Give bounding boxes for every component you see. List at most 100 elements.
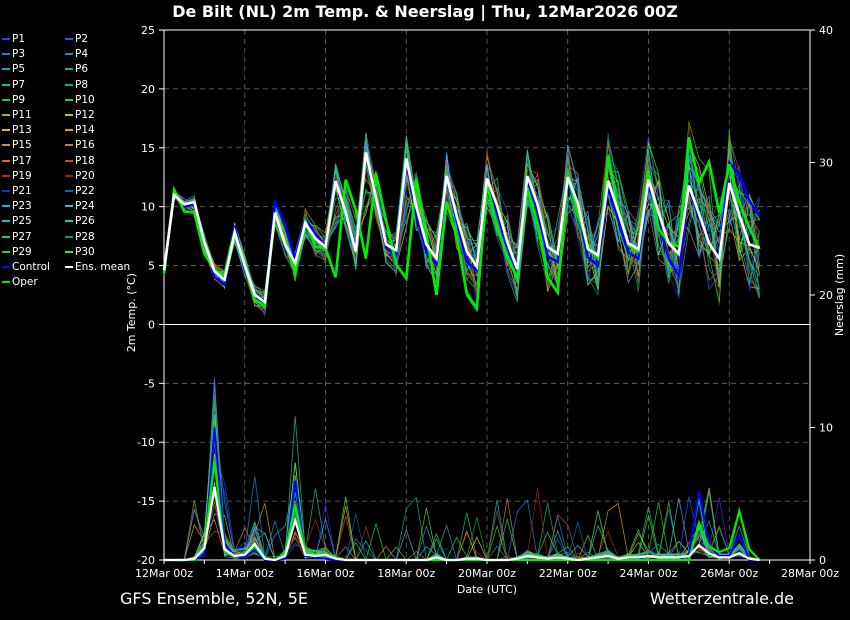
y2-tick-label: 10 [819, 422, 833, 435]
legend-item: P23 [2, 200, 32, 212]
x-tick-label: 16Mar 00z [296, 567, 354, 580]
legend-swatch [2, 174, 10, 177]
legend-swatch [2, 98, 10, 101]
legend-swatch [65, 114, 73, 116]
legend-swatch [65, 129, 73, 132]
legend-item: P19 [2, 170, 32, 182]
legend-swatch [2, 144, 10, 147]
legend-label: P18 [75, 154, 95, 167]
legend-swatch [65, 266, 73, 268]
legend-item: P11 [2, 109, 32, 121]
legend-swatch [2, 266, 10, 268]
legend-swatch [65, 220, 73, 223]
y-tick-label: 5 [148, 260, 155, 273]
legend-swatch [65, 190, 73, 192]
legend-swatch [65, 250, 73, 253]
legend-swatch [2, 220, 10, 223]
y-tick-label: 10 [141, 201, 155, 214]
legend-label: P29 [12, 245, 32, 258]
legend-item: P24 [65, 200, 95, 212]
legend-label: P20 [75, 169, 95, 182]
x-axis-label: Date (UTC) [457, 583, 517, 596]
legend-label: P16 [75, 139, 95, 152]
oper-temp-line [162, 136, 761, 312]
source-credit: Wetterzentrale.de [649, 589, 794, 608]
legend-item: P16 [65, 139, 95, 151]
legend-label: P28 [75, 230, 95, 243]
legend-item: Ens. mean [65, 261, 130, 273]
legend-item: P25 [2, 215, 32, 227]
legend-swatch [2, 38, 10, 40]
legend-label: Oper [12, 276, 38, 289]
legend-label: P26 [75, 215, 95, 228]
legend-label: P1 [12, 33, 26, 45]
legend-label: P3 [12, 48, 26, 61]
legend-item: P29 [2, 246, 32, 258]
legend-label: P10 [75, 93, 95, 106]
legend-swatch [2, 281, 10, 284]
legend-label: P2 [75, 33, 89, 45]
legend-label: P19 [12, 169, 32, 182]
x-tick-label: 26Mar 00z [700, 567, 758, 580]
legend-item: P10 [65, 94, 95, 106]
legend-label: P27 [12, 230, 32, 243]
model-info: GFS Ensemble, 52N, 5E [120, 589, 308, 608]
legend-swatch [65, 235, 73, 238]
legend-item: P8 [65, 79, 88, 91]
legend-label: P5 [12, 63, 26, 76]
y-tick-label: -20 [137, 554, 155, 567]
legend-swatch [65, 98, 73, 101]
legend-label: P14 [75, 124, 95, 137]
mean-temp-line [162, 152, 760, 305]
legend-label: P23 [12, 200, 32, 213]
y-tick-label: -5 [144, 377, 155, 390]
legend-swatch [65, 53, 73, 56]
member-temp-line [163, 136, 760, 303]
legend-label: P8 [75, 78, 89, 91]
legend-label: P30 [75, 245, 95, 258]
y-tick-label: 15 [141, 142, 155, 155]
x-tick-label: 28Mar 00z [781, 567, 839, 580]
legend-swatch [2, 205, 10, 208]
legend-item: P15 [2, 139, 32, 151]
legend-item: P9 [2, 94, 25, 106]
legend-item: P4 [65, 48, 88, 60]
legend-swatch [2, 235, 10, 238]
mean-precip-line [164, 486, 760, 562]
legend-label: Ens. mean [75, 261, 131, 273]
chart-title: De Bilt (NL) 2m Temp. & Neerslag | Thu, … [172, 2, 678, 21]
legend-item: P22 [65, 185, 95, 197]
x-tick-label: 20Mar 00z [458, 567, 516, 580]
legend-item: Oper [2, 276, 38, 288]
legend-item: P14 [65, 124, 95, 136]
y-tick-label: 0 [148, 318, 155, 331]
legend-swatch [2, 68, 10, 71]
legend-label: P13 [12, 124, 32, 137]
legend-item: P26 [65, 215, 95, 227]
legend-swatch [65, 83, 73, 86]
legend-label: P15 [12, 139, 32, 152]
legend-swatch [65, 159, 73, 162]
legend-label: P22 [75, 185, 95, 197]
legend-item: P5 [2, 63, 25, 75]
legend-label: P25 [12, 215, 32, 228]
legend-label: P21 [12, 185, 32, 197]
y-axis-label: 2m Temp. (°C) [125, 273, 138, 352]
x-tick-label: 14Mar 00z [216, 567, 274, 580]
y2-tick-label: 0 [819, 554, 826, 567]
legend-label: Control [12, 261, 50, 273]
y-tick-label: 20 [141, 83, 155, 96]
legend-item: P21 [2, 185, 32, 197]
y-tick-label: -15 [137, 495, 155, 508]
legend-swatch [2, 159, 10, 162]
legend-swatch [2, 190, 10, 192]
legend-item: P6 [65, 63, 88, 75]
y-tick-label: 25 [141, 24, 155, 37]
legend-label: P6 [75, 63, 89, 76]
legend-item: P20 [65, 170, 95, 182]
legend-item: P13 [2, 124, 32, 136]
legend-label: P24 [75, 200, 95, 213]
legend-label: P11 [12, 109, 32, 121]
legend-item: P7 [2, 79, 25, 91]
